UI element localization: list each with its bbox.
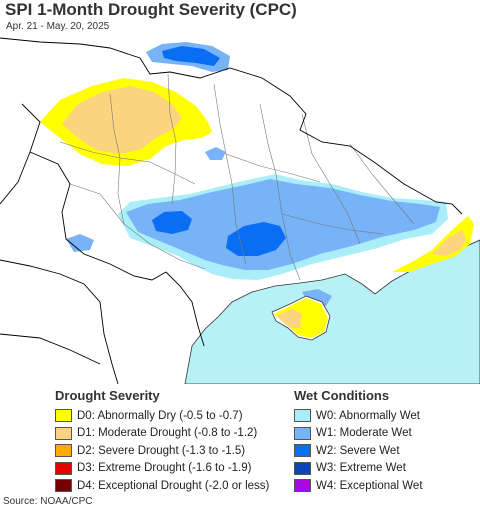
drought-d1-region-east: [432, 230, 466, 256]
wet-w1-region-small: [205, 147, 226, 160]
source-credit: Source: NOAA/CPC: [3, 496, 93, 507]
legend-item-d1: D1: Moderate Drought (-0.8 to -1.2): [55, 425, 269, 443]
legend-swatch-d3: [55, 461, 72, 475]
legend-label-w0: W0: Abnormally Wet: [316, 409, 420, 422]
legend-label-d0: D0: Abnormally Dry (-0.5 to -0.7): [77, 409, 243, 422]
drought-d1-region-northwest: [62, 86, 182, 154]
legend-item-w1: W1: Moderate Wet: [294, 425, 423, 443]
legend-swatch-w0: [294, 409, 311, 423]
legend-label-d4: D4: Exceptional Drought (-2.0 or less): [77, 479, 270, 492]
country-borders: [0, 37, 463, 384]
legend-label-d1: D1: Moderate Drought (-0.8 to -1.2): [77, 427, 258, 440]
legend-item-w2: W2: Severe Wet: [294, 442, 423, 460]
legend-label-w1: W1: Moderate Wet: [316, 427, 412, 440]
legend-label-d2: D2: Severe Drought (-1.3 to -1.5): [77, 444, 246, 457]
legend-swatch-w1: [294, 426, 311, 440]
drought-d1-region-crimea: [276, 309, 302, 328]
legend-label-w4: W4: Exceptional Wet: [316, 479, 423, 492]
admin-borders: [59, 73, 415, 281]
legend-swatch-w3: [294, 461, 311, 475]
date-range: Apr. 21 - May. 20, 2025: [6, 21, 110, 32]
legend-swatch-w4: [294, 479, 311, 493]
legend-label-d3: D3: Extreme Drought (-1.6 to -1.9): [77, 462, 252, 475]
legend-item-d0: D0: Abnormally Dry (-0.5 to -0.7): [55, 407, 269, 425]
legend-drought-heading: Drought Severity: [55, 388, 160, 403]
legend-item-w4: W4: Exceptional Wet: [294, 477, 423, 495]
wet-w1-region: [126, 179, 440, 270]
legend-item-d2: D2: Severe Drought (-1.3 to -1.5): [55, 442, 269, 460]
legend-wet-heading: Wet Conditions: [294, 388, 390, 403]
wet-w1-region-west: [66, 234, 94, 252]
drought-map: [0, 34, 480, 384]
legend-item-d4: D4: Exceptional Drought (-2.0 or less): [55, 477, 269, 495]
wet-w2-region-south: [226, 222, 286, 256]
wet-w2-region-west: [152, 211, 192, 234]
legend-drought-group: Drought Severity D0: Abnormally Dry (-0.…: [55, 388, 269, 495]
legend-swatch-d1: [55, 426, 72, 440]
legend-item-w0: W0: Abnormally Wet: [294, 407, 423, 425]
map-legend: Drought Severity D0: Abnormally Dry (-0.…: [0, 384, 480, 495]
legend-swatch-w2: [294, 444, 311, 458]
drought-d0-region-east: [392, 216, 474, 272]
legend-label-w2: W2: Severe Wet: [316, 444, 400, 457]
legend-item-w3: W3: Extreme Wet: [294, 460, 423, 478]
legend-swatch-d0: [55, 409, 72, 423]
legend-swatch-d2: [55, 444, 72, 458]
legend-wet-group: Wet Conditions W0: Abnormally Wet W1: Mo…: [294, 388, 423, 495]
legend-swatch-d4: [55, 479, 72, 493]
page-title: SPI 1-Month Drought Severity (CPC): [5, 0, 297, 19]
wet-w2-region-north-core: [162, 46, 220, 66]
legend-item-d3: D3: Extreme Drought (-1.6 to -1.9): [55, 460, 269, 478]
legend-label-w3: W3: Extreme Wet: [316, 462, 406, 475]
